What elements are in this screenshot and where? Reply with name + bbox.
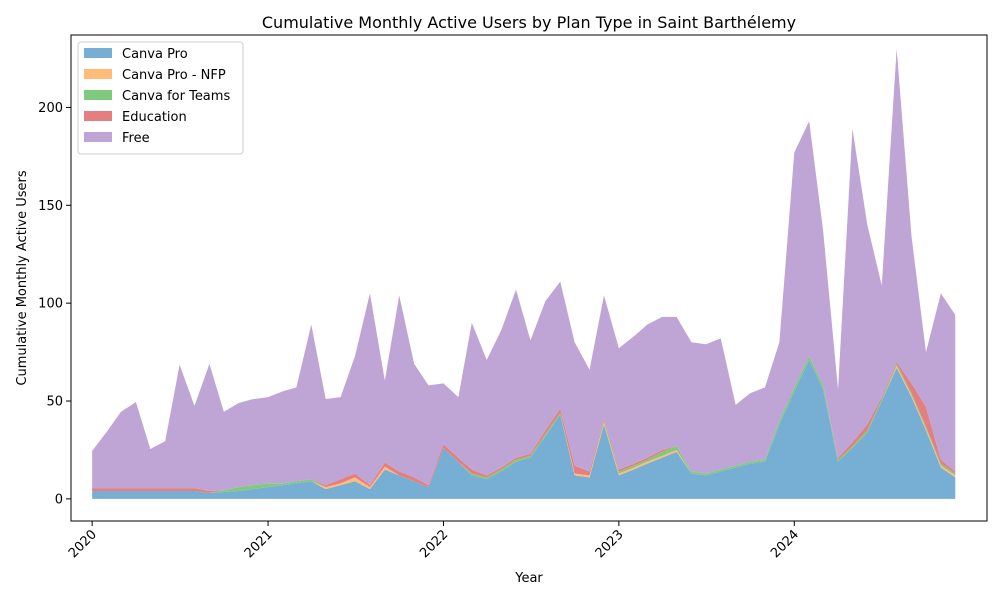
legend-swatch-free: [84, 132, 112, 142]
y-tick-label: 200: [38, 101, 63, 116]
legend-label-education: Education: [122, 110, 187, 125]
plot-frame: [70, 34, 988, 522]
legend-label-canva-pro-nfp: Canva Pro - NFP: [122, 68, 226, 83]
area-layers: [92, 48, 956, 499]
y-axis-title: Cumulative Monthly Active Users: [15, 170, 30, 385]
area-canva-pro: [92, 359, 956, 499]
legend-swatch-canva-pro-nfp: [84, 69, 112, 79]
legend-swatch-education: [84, 111, 112, 121]
legend-label-free: Free: [122, 131, 150, 146]
legend: Canva Pro Canva Pro - NFP Canva for Teams E…: [77, 41, 244, 155]
y-tick-label: 0: [55, 492, 63, 507]
y-axis: 0 50 100 150 200: [38, 101, 71, 507]
legend-swatch-canva-for-teams: [84, 90, 112, 100]
y-tick-label: 100: [38, 297, 63, 312]
y-tick-label: 150: [38, 199, 63, 214]
y-tick-label: 50: [46, 395, 63, 410]
chart-title: Cumulative Monthly Active Users by Plan …: [262, 13, 796, 32]
x-axis-title: Year: [514, 571, 543, 586]
legend-box: [77, 41, 244, 155]
area-free: [92, 48, 956, 492]
legend-swatch-canva-pro: [84, 48, 112, 58]
legend-label-canva-pro: Canva Pro: [122, 47, 188, 62]
legend-label-canva-for-teams: Canva for Teams: [122, 89, 230, 104]
